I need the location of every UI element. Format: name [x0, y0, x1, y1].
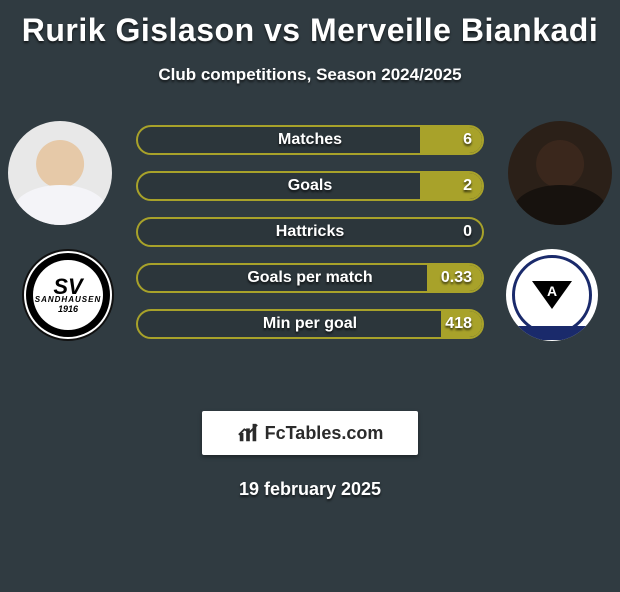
stat-bar: Matches 6: [136, 125, 484, 155]
date-text: 19 february 2025: [0, 479, 620, 500]
brand-box: FcTables.com: [202, 411, 418, 455]
club-left-text-mid: SANDHAUSEN: [35, 295, 101, 304]
stat-bar: Goals per match 0.33: [136, 263, 484, 293]
stat-label: Matches: [278, 131, 342, 149]
stat-bars: Matches 6 Goals 2 Hattricks 0 Goals per match 0…: [136, 109, 484, 339]
stat-bar: Min per goal 418: [136, 309, 484, 339]
stat-fill-right: [420, 127, 482, 153]
stat-label: Goals: [288, 177, 332, 195]
club-right-ribbon: [506, 326, 598, 340]
page-title: Rurik Gislason vs Merveille Biankadi: [0, 12, 620, 49]
brand-text: FcTables.com: [265, 423, 384, 444]
stat-label: Goals per match: [247, 269, 372, 287]
player-right-avatar: [508, 121, 612, 225]
stat-value-right: 0.33: [441, 269, 472, 287]
club-left-text-bot: 1916: [58, 304, 78, 314]
player-left-avatar: [8, 121, 112, 225]
club-right-badge: [506, 249, 598, 341]
club-left-badge: SV SANDHAUSEN 1916: [22, 249, 114, 341]
stat-value-right: 2: [463, 177, 472, 195]
club-left-text-top: SV: [53, 277, 82, 297]
stat-bar: Hattricks 0: [136, 217, 484, 247]
club-right-flag-icon: [532, 281, 572, 309]
stat-label: Hattricks: [276, 223, 344, 241]
stat-value-right: 0: [463, 223, 472, 241]
comparison-panel: SV SANDHAUSEN 1916 Matches 6 Goals 2 Hattric…: [0, 121, 620, 381]
stat-label: Min per goal: [263, 315, 357, 333]
stat-fill-right: [420, 173, 482, 199]
stat-value-right: 418: [445, 315, 472, 333]
subtitle: Club competitions, Season 2024/2025: [0, 65, 620, 85]
stat-value-right: 6: [463, 131, 472, 149]
stat-bar: Goals 2: [136, 171, 484, 201]
chart-icon: [237, 422, 259, 444]
